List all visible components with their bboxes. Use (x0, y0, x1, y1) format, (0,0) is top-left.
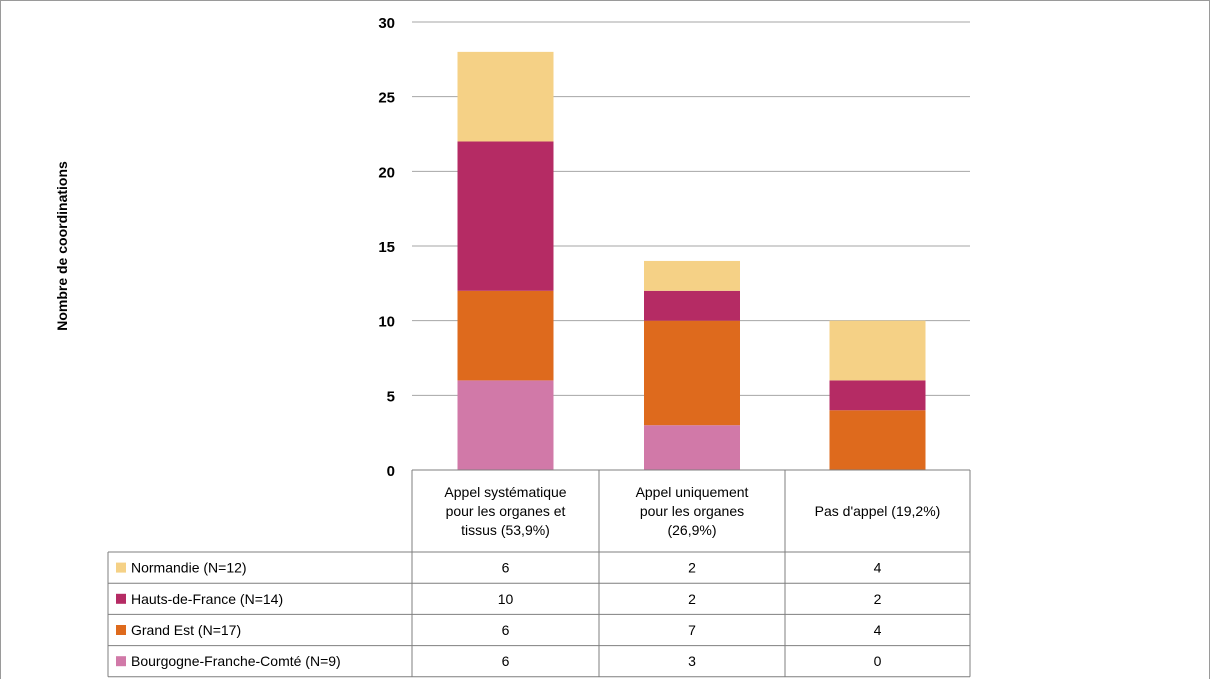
table-value: 4 (874, 622, 882, 638)
y-tick-label: 10 (378, 314, 395, 331)
table-value: 6 (502, 653, 510, 669)
y-tick-label: 5 (387, 388, 395, 405)
bar-segment (644, 321, 740, 426)
category-label: Pas d'appel (19,2%) (815, 503, 941, 519)
table-value: 2 (874, 591, 882, 607)
table-value: 3 (688, 653, 696, 669)
legend-swatch (116, 563, 126, 573)
table-value: 4 (874, 560, 882, 576)
table-value: 10 (498, 591, 514, 607)
legend-label: Bourgogne-Franche-Comté (N=9) (131, 653, 341, 669)
table-value: 0 (874, 653, 882, 669)
legend-swatch (116, 625, 126, 635)
bar-segment (644, 425, 740, 470)
y-tick-label: 30 (378, 15, 395, 32)
bar-segment (644, 291, 740, 321)
table-value: 2 (688, 591, 696, 607)
bar-segment (830, 321, 926, 381)
y-tick-label: 25 (378, 90, 395, 107)
bar-segment (830, 410, 926, 470)
legend-swatch (116, 594, 126, 604)
bar-segment (644, 261, 740, 291)
legend-swatch (116, 656, 126, 666)
table-value: 2 (688, 560, 696, 576)
table-value: 6 (502, 560, 510, 576)
bar-segment (458, 291, 554, 381)
category-label: Appel systématique pour les organes et tis… (444, 484, 566, 538)
y-tick-label: 20 (378, 164, 395, 181)
y-axis-label: Nombre de coordinations (54, 161, 70, 331)
bar-segment (458, 52, 554, 142)
y-tick-label: 0 (387, 463, 395, 480)
bar-segment (458, 141, 554, 290)
bar-segment (458, 380, 554, 470)
y-tick-label: 15 (378, 239, 395, 256)
table-value: 7 (688, 622, 696, 638)
bar-segment (830, 380, 926, 410)
legend-label: Grand Est (N=17) (131, 622, 241, 638)
table-value: 6 (502, 622, 510, 638)
legend-label: Hauts-de-France (N=14) (131, 591, 283, 607)
category-label: Appel uniquement pour les organes (26,9%) (636, 484, 749, 538)
legend-label: Normandie (N=12) (131, 560, 247, 576)
